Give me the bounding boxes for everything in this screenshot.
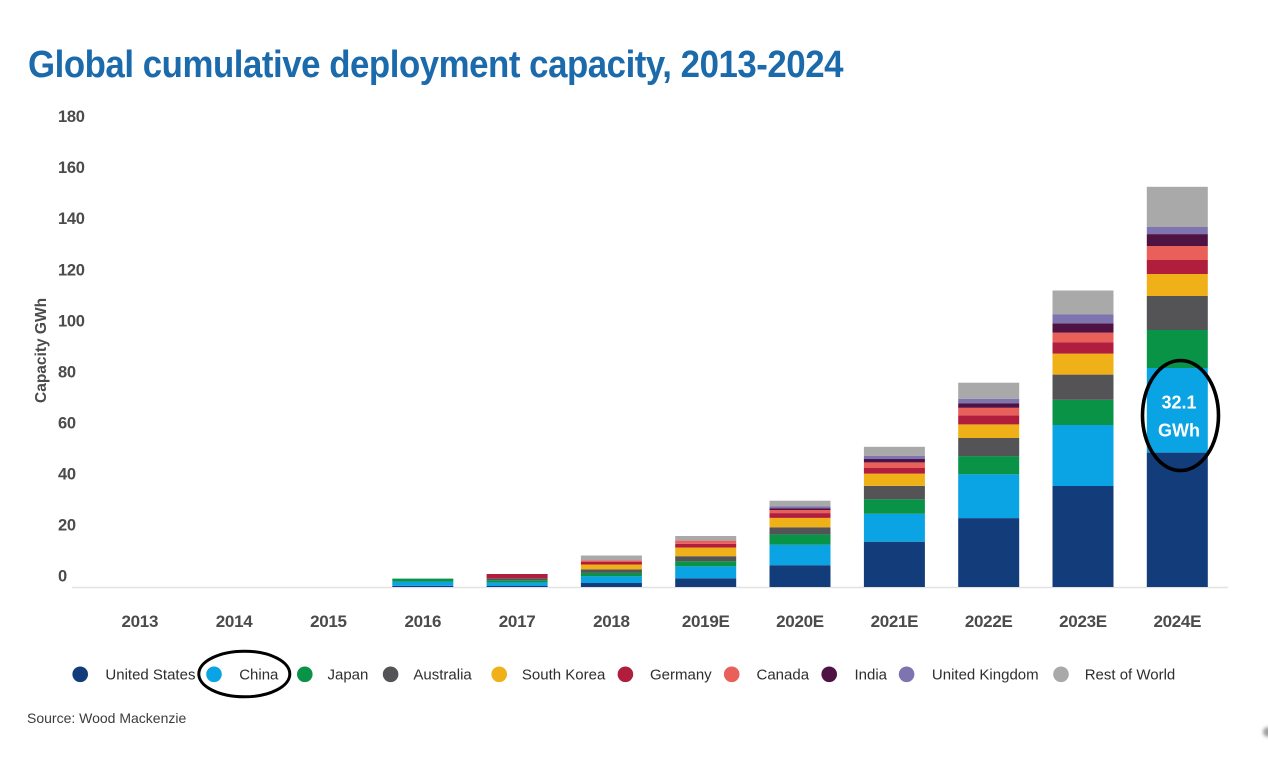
- svg-text:2019E: 2019E: [682, 612, 730, 631]
- svg-text:China: China: [239, 667, 279, 684]
- svg-text:2020E: 2020E: [776, 612, 824, 631]
- svg-text:2023E: 2023E: [1059, 612, 1107, 631]
- svg-text:2018: 2018: [593, 612, 630, 631]
- svg-text:32.1: 32.1: [1161, 393, 1196, 413]
- svg-text:2021E: 2021E: [871, 612, 919, 631]
- svg-text:2014: 2014: [216, 612, 253, 631]
- svg-text:United Kingdom: United Kingdom: [932, 667, 1039, 684]
- svg-text:140: 140: [58, 210, 85, 228]
- svg-text:Source: Wood Mackenzie: Source: Wood Mackenzie: [27, 710, 186, 726]
- svg-text:United States: United States: [105, 667, 195, 684]
- svg-text:Japan: Japan: [328, 667, 369, 684]
- svg-text:80: 80: [58, 363, 76, 381]
- svg-text:120: 120: [58, 261, 85, 279]
- svg-text:Australia: Australia: [413, 667, 472, 684]
- svg-text:180: 180: [58, 108, 85, 126]
- svg-text:2013: 2013: [121, 612, 158, 631]
- svg-text:60: 60: [58, 415, 76, 433]
- svg-text:2015: 2015: [310, 612, 347, 631]
- svg-text:40: 40: [58, 466, 76, 484]
- svg-text:2024E: 2024E: [1153, 612, 1201, 631]
- svg-text:South Korea: South Korea: [522, 667, 606, 684]
- svg-text:Canada: Canada: [757, 667, 810, 684]
- svg-text:2017: 2017: [499, 612, 536, 631]
- svg-text:2016: 2016: [404, 612, 441, 631]
- svg-text:20: 20: [58, 517, 76, 535]
- svg-text:100: 100: [58, 312, 85, 330]
- svg-text:0: 0: [58, 568, 67, 586]
- svg-text:India: India: [855, 667, 888, 684]
- svg-text:Germany: Germany: [650, 667, 712, 684]
- svg-text:Global cumulative deployment c: Global cumulative deployment capacity, 2…: [28, 44, 843, 86]
- svg-text:Capacity GWh: Capacity GWh: [33, 298, 50, 403]
- svg-text:Rest of World: Rest of World: [1085, 667, 1176, 684]
- svg-text:160: 160: [58, 159, 85, 177]
- svg-text:GWh: GWh: [1158, 421, 1200, 441]
- svg-text:2022E: 2022E: [965, 612, 1013, 631]
